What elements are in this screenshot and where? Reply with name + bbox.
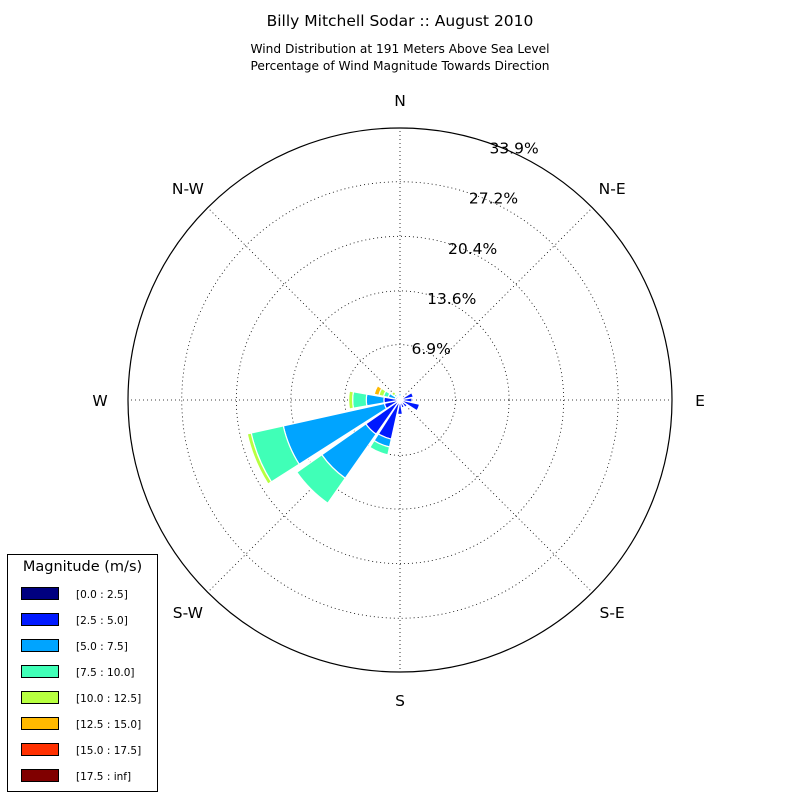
- radial-tick-label: 6.9%: [411, 340, 450, 358]
- direction-label: N-E: [599, 180, 626, 198]
- grid-spoke: [399, 207, 593, 401]
- windrose-bar-segment: [352, 391, 368, 409]
- windrose-bar-segment: [390, 390, 397, 397]
- legend-swatch: [21, 639, 59, 652]
- direction-label: S-W: [173, 604, 203, 622]
- outer-circle: [127, 127, 673, 673]
- windrose-bar-segment: [368, 439, 391, 456]
- legend-swatch: [21, 665, 59, 678]
- direction-label: N: [394, 92, 406, 110]
- direction-label: S-E: [600, 604, 625, 622]
- chart-title: Billy Mitchell Sodar :: August 2010: [266, 12, 534, 30]
- legend-label: [10.0 : 12.5]: [76, 693, 142, 705]
- radial-tick-label: 13.6%: [427, 290, 476, 308]
- grid-circle: [344, 344, 456, 456]
- radial-tick-label: 20.4%: [448, 240, 497, 258]
- chart-subtitle-line-1: Wind Distribution at 191 Meters Above Se…: [250, 42, 550, 56]
- windrose-bar-segment: [397, 396, 401, 401]
- direction-label: W: [92, 392, 107, 410]
- grid-circle: [181, 181, 619, 619]
- chart-subtitle-line-2: Percentage of Wind Magnitude Towards Dir…: [250, 59, 550, 73]
- legend-label: [7.5 : 10.0]: [76, 667, 135, 679]
- grid-spoke: [207, 207, 401, 401]
- radial-tick-label: 27.2%: [469, 189, 518, 207]
- direction-label: N-W: [172, 180, 204, 198]
- legend-label: [17.5 : inf]: [76, 771, 132, 783]
- polar-grid: [127, 127, 673, 673]
- legend-swatch: [21, 587, 59, 600]
- legend-label: [5.0 : 7.5]: [76, 641, 128, 653]
- legend-swatch: [21, 691, 59, 704]
- legend-label: [12.5 : 15.0]: [76, 719, 142, 731]
- windrose-bar-segment: [295, 453, 347, 505]
- windrose-bar-segment: [396, 401, 404, 416]
- grid-spoke: [207, 399, 401, 593]
- legend-swatch: [21, 769, 59, 782]
- windrose-bars: [246, 384, 421, 505]
- legend-label: [2.5 : 5.0]: [76, 615, 128, 627]
- windrose-bar-segment: [400, 400, 409, 409]
- axis-labels: 6.9% 13.6% 20.4% 27.2% 33.9% N N-E E S-E S S-W W N-W: [92, 92, 705, 710]
- grid-spoke: [399, 399, 593, 593]
- grid-circle: [235, 235, 565, 565]
- legend-label: [0.0 : 2.5]: [76, 589, 128, 601]
- legend-title: Magnitude (m/s): [22, 559, 143, 575]
- legend-swatch: [21, 613, 59, 626]
- legend: Magnitude (m/s) [0.0 : 2.5] [2.5 : 5.0] [5…: [7, 554, 158, 792]
- legend-swatch: [21, 743, 59, 756]
- radial-tick-label: 33.9%: [489, 140, 538, 158]
- direction-label: S: [395, 692, 405, 710]
- grid-circle: [290, 290, 510, 510]
- legend-label: [15.0 : 17.5]: [76, 745, 142, 757]
- legend-swatch: [21, 717, 59, 730]
- direction-label: E: [695, 392, 705, 410]
- windrose-bar-segment: [246, 432, 273, 485]
- windrose-bar-segment: [348, 390, 355, 410]
- windrose-bar-segment: [373, 384, 383, 397]
